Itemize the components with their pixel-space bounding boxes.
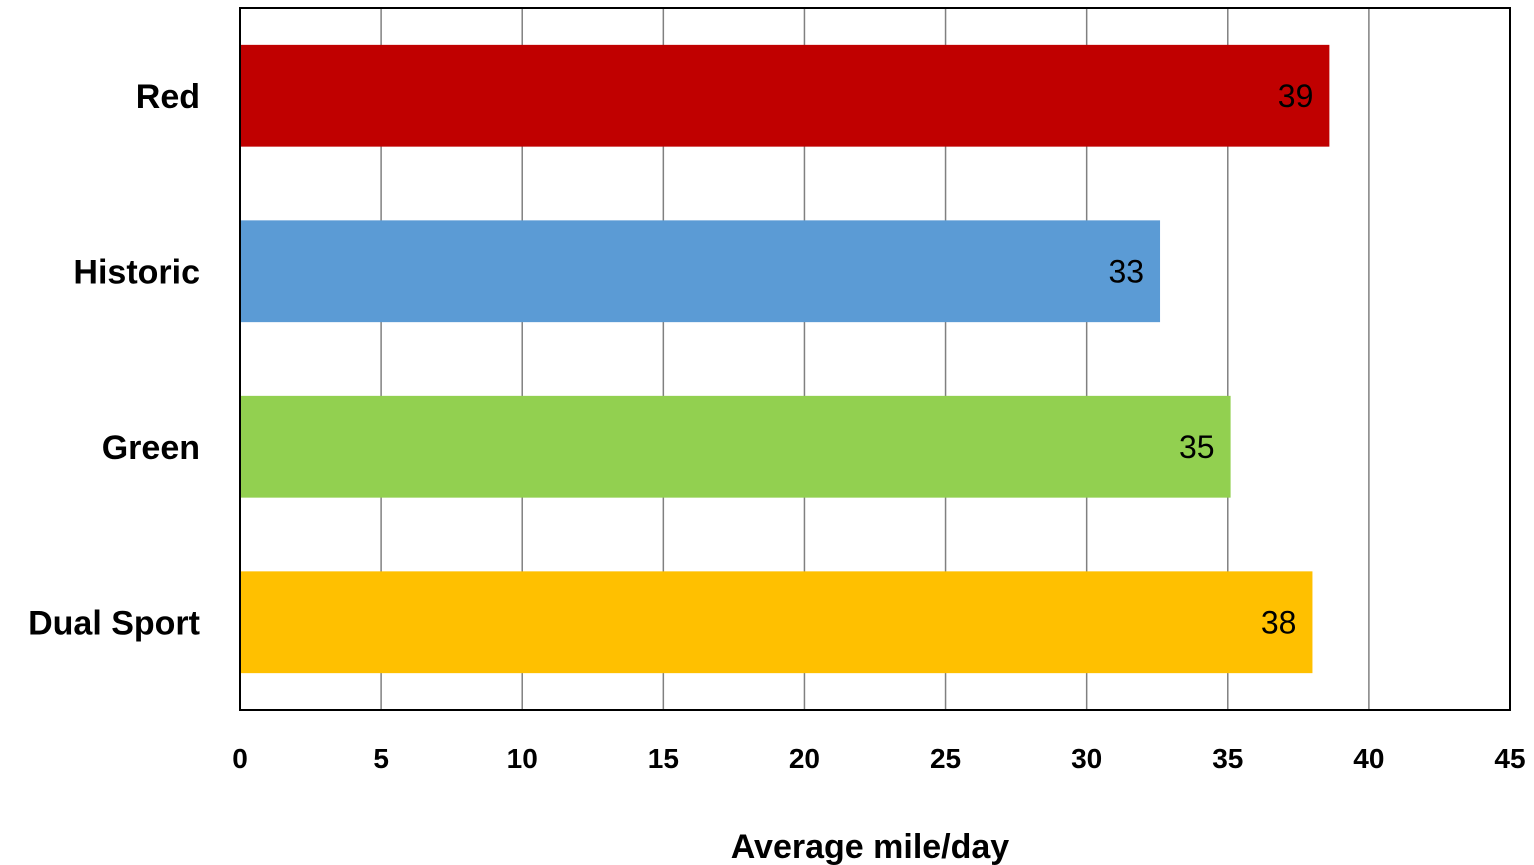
category-labels: Red Historic Green Dual Sport <box>28 78 200 643</box>
x-tick-label: 35 <box>1212 743 1243 774</box>
x-axis-title: Average mile/day <box>731 828 1010 865</box>
x-tick-labels: 0 5 10 15 20 25 30 35 40 45 <box>232 743 1525 774</box>
bars <box>240 44 1330 674</box>
data-labels: 39 33 35 38 <box>1108 78 1313 641</box>
x-tick-label: 30 <box>1071 743 1102 774</box>
data-label: 38 <box>1261 604 1297 640</box>
category-label: Historic <box>73 253 200 291</box>
x-tick-label: 20 <box>789 743 820 774</box>
x-tick-label: 25 <box>930 743 961 774</box>
plot-area-frame <box>239 7 1511 711</box>
bar-dual-sport <box>240 571 1313 674</box>
data-label: 33 <box>1108 253 1144 289</box>
x-tick-label: 0 <box>232 743 248 774</box>
bar-green <box>240 395 1231 498</box>
x-tick-label: 45 <box>1494 743 1525 774</box>
bar-red <box>240 44 1330 147</box>
x-tick-label: 40 <box>1353 743 1384 774</box>
category-label: Green <box>102 429 200 467</box>
data-label: 39 <box>1278 78 1314 114</box>
x-tick-label: 10 <box>507 743 538 774</box>
x-tick-label: 15 <box>648 743 679 774</box>
category-label: Dual Sport <box>28 604 200 642</box>
data-label: 35 <box>1179 429 1215 465</box>
bar-historic <box>240 220 1161 323</box>
category-label: Red <box>136 78 200 116</box>
x-tick-label: 5 <box>373 743 389 774</box>
